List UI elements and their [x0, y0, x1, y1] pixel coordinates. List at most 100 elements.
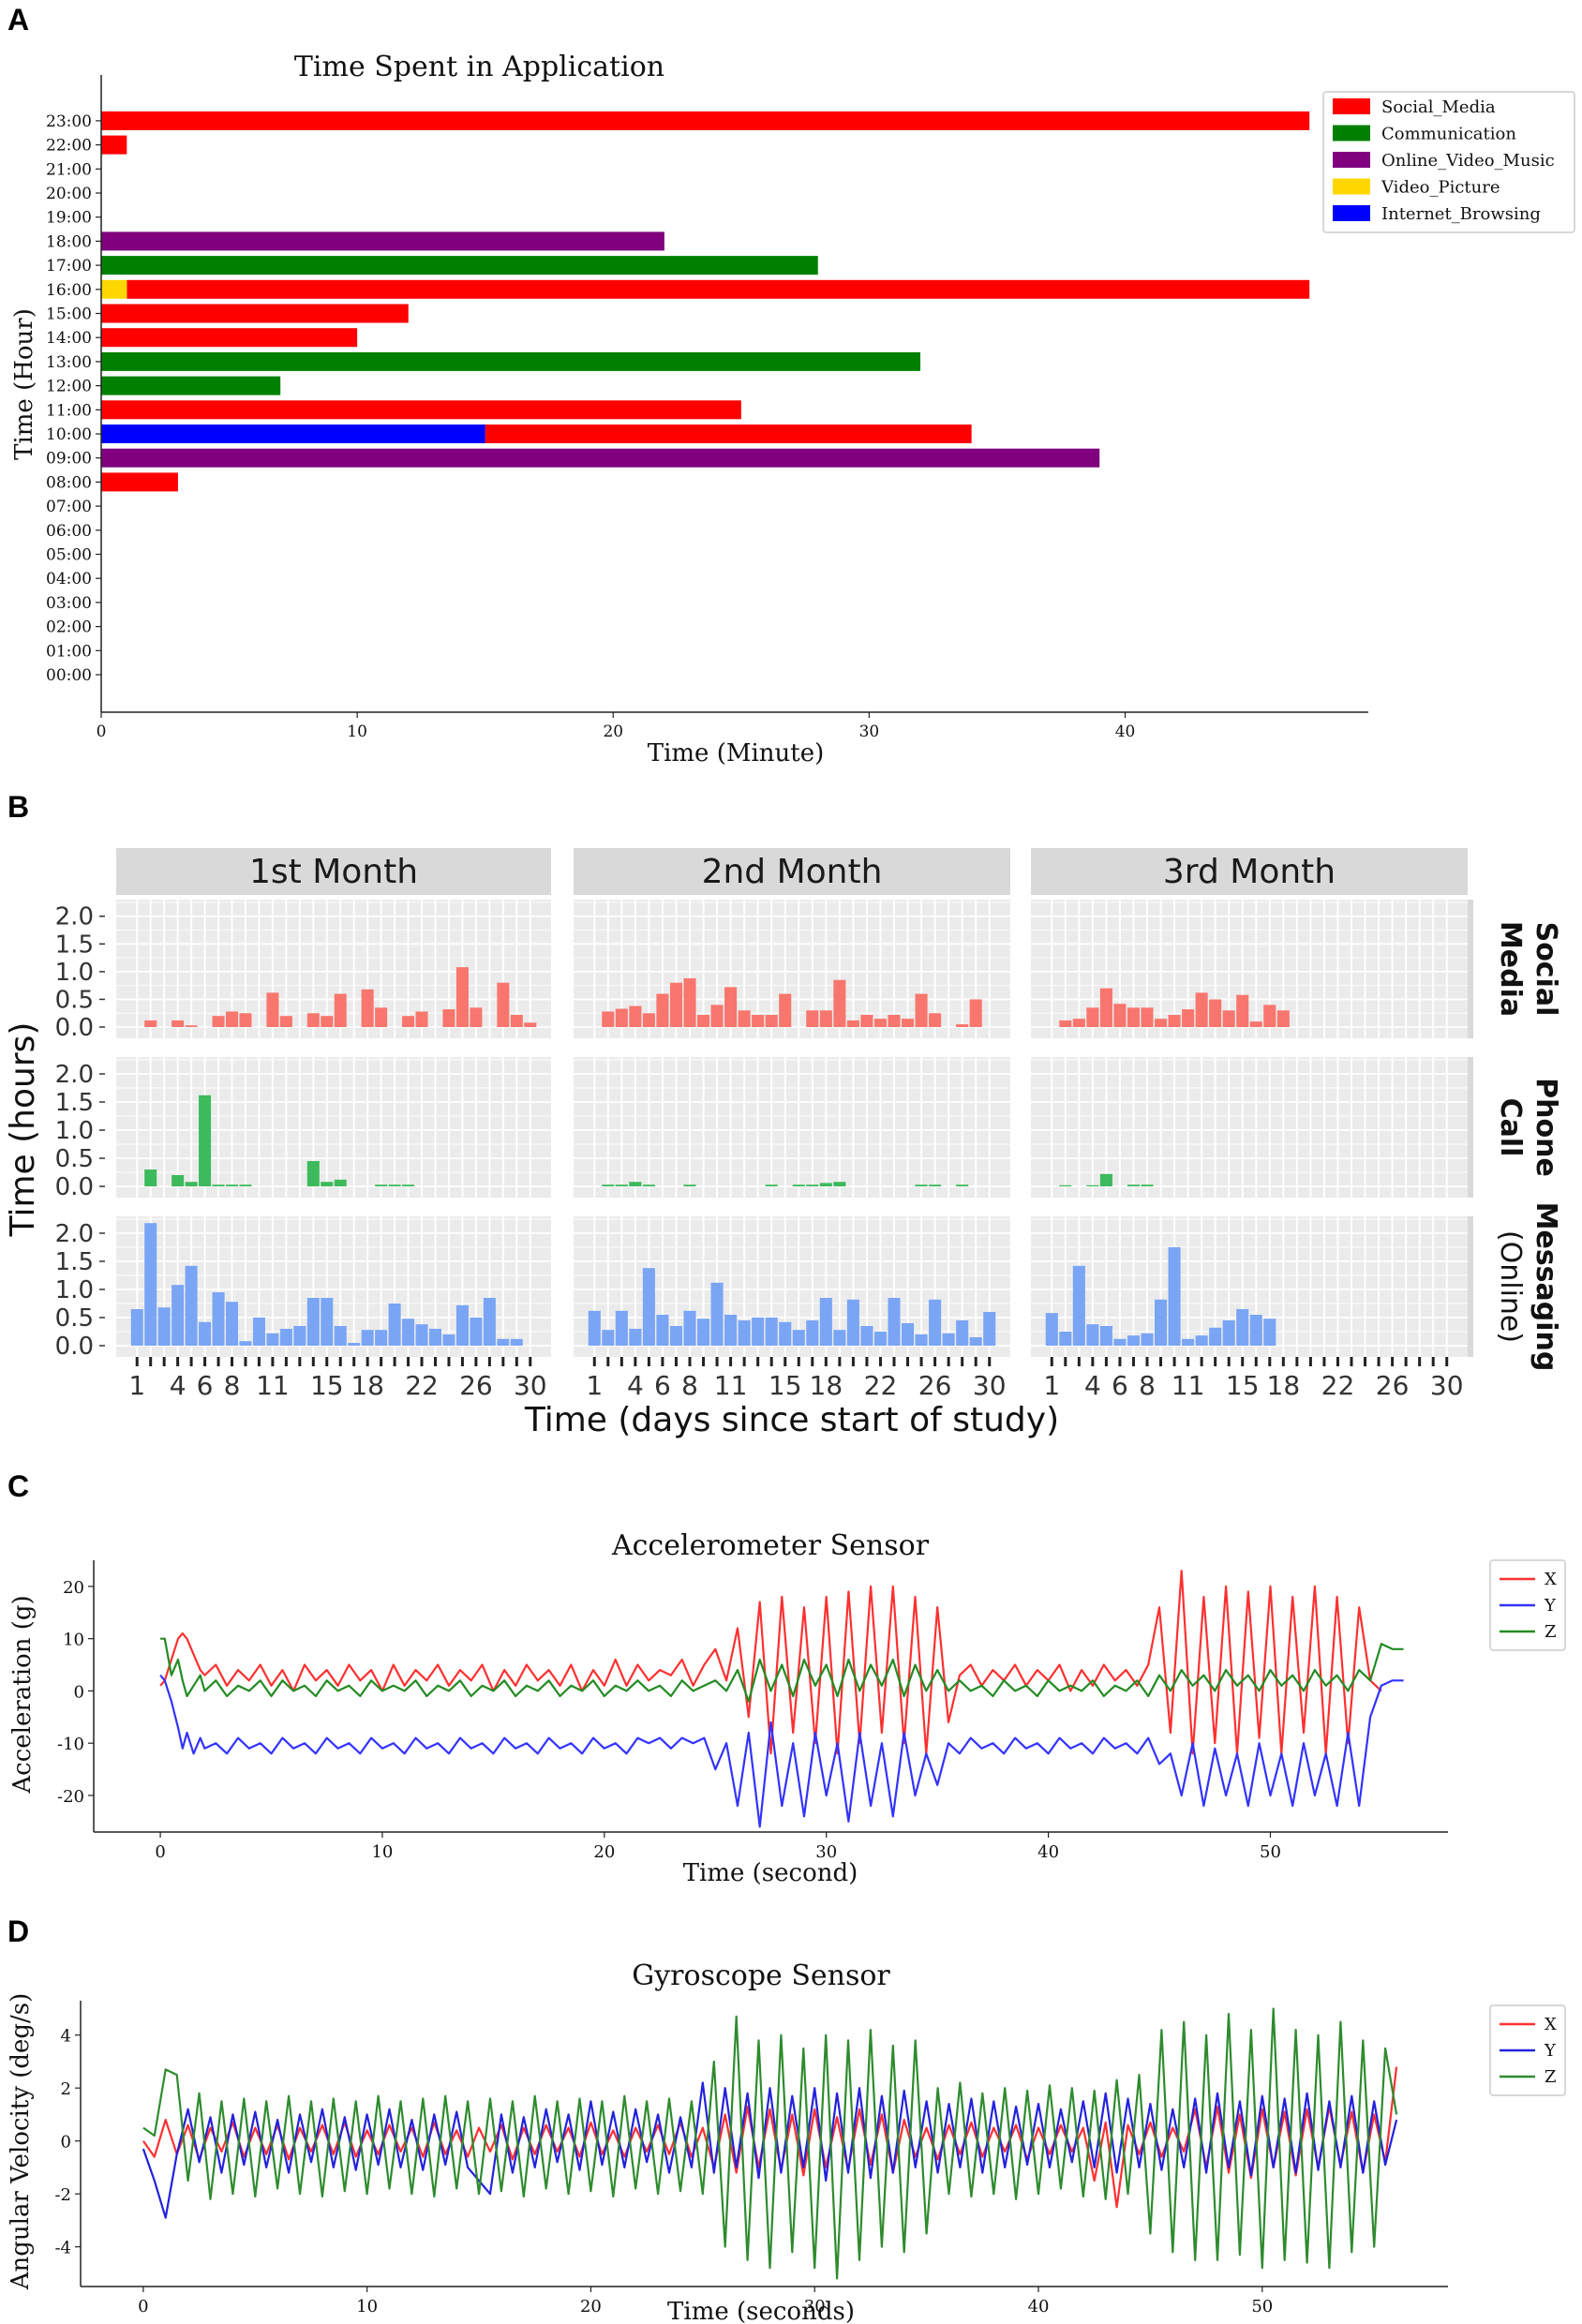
legend-label-y: Y	[1544, 2041, 1557, 2061]
xtick-label: 30	[1430, 1370, 1464, 1401]
bar-day-20	[846, 1020, 859, 1027]
bar-day-24	[442, 1009, 455, 1027]
bar-day-18	[819, 1010, 832, 1027]
bar-day-6	[199, 1095, 212, 1186]
xtick-label: 6	[1112, 1370, 1128, 1401]
bar-video-picture-1600	[101, 279, 127, 299]
legend-label-social-media: Social_Media	[1381, 97, 1496, 117]
legend-swatch-video-picture	[1333, 178, 1370, 195]
bar-day-13	[1209, 1327, 1222, 1346]
bar-day-4	[172, 1020, 185, 1027]
bar-day-14	[765, 1014, 778, 1027]
bar-day-11	[1182, 1009, 1195, 1027]
legend-frame	[1322, 91, 1575, 233]
bar-day-3	[615, 1008, 628, 1027]
bar-day-15	[321, 1182, 334, 1186]
bar-day-26	[929, 1299, 942, 1346]
bar-day-23	[888, 1298, 901, 1346]
legend-label-video-picture: Video_Picture	[1381, 178, 1500, 198]
facet-ytick-label: 1.0	[55, 959, 94, 987]
panel-b-letter: B	[7, 790, 29, 824]
bar-day-26	[929, 1013, 942, 1027]
xtick-label: 4	[1084, 1370, 1101, 1401]
chart-c-series-x	[159, 1570, 1382, 1755]
bar-day-21	[402, 1318, 415, 1346]
facet-ytick-label: 0.0	[55, 1173, 94, 1201]
chart-a-ytick-label: 09:00	[46, 450, 92, 469]
bar-communication-1200	[101, 376, 281, 395]
facet-ytick-label: 1.0	[55, 1276, 94, 1304]
bar-day-10	[252, 1318, 265, 1346]
bar-day-7	[212, 1016, 225, 1027]
xtick-label: 4	[627, 1370, 644, 1401]
facet-background	[116, 900, 551, 1038]
legend-swatch-social-media	[1333, 98, 1370, 114]
bar-day-13	[752, 1318, 765, 1346]
chart-c-legend: XYZ	[1489, 1559, 1566, 1651]
chart-a-ytick-label: 17:00	[46, 257, 92, 276]
bar-day-6	[656, 1315, 669, 1346]
bar-day-3	[615, 1184, 628, 1186]
xtick-label: 30	[514, 1370, 547, 1401]
panel-d: D Gyroscope Sensor 0 10 20 30 40 50 -4 -2 0 2 4 Time…	[7, 1914, 1566, 2324]
xtick-label: 18	[810, 1370, 843, 1401]
chart-c-ytick-label: 0	[74, 1682, 84, 1702]
bar-day-3	[1072, 1019, 1085, 1027]
facet-background	[1031, 1057, 1468, 1198]
chart-c-xtick-label: 30	[815, 1842, 837, 1862]
bar-day-10	[1168, 1014, 1181, 1027]
panel-a-letter: A	[7, 3, 29, 37]
bar-day-26	[929, 1184, 942, 1186]
row-strip-label-line: Media	[1494, 921, 1527, 1017]
xtick-label: 18	[1267, 1370, 1301, 1401]
bar-day-8	[225, 1184, 239, 1186]
bar-communication-1300	[101, 351, 921, 371]
bar-day-2	[144, 1223, 157, 1346]
row-strip-label-line: Call	[1494, 1098, 1527, 1157]
bar-day-17	[1263, 1318, 1276, 1346]
facet-ytick-label: 0.5	[55, 986, 94, 1014]
chart-d-xlabel: Time (seconds)	[667, 2298, 855, 2324]
xtick-label: 22	[864, 1370, 898, 1401]
bar-day-26	[470, 1007, 483, 1027]
bar-day-29	[969, 999, 982, 1027]
chart-a-ytick-label: 02:00	[46, 618, 92, 637]
bar-day-5	[642, 1268, 655, 1346]
bar-day-7	[669, 1326, 683, 1346]
bar-day-11	[724, 1315, 738, 1346]
chart-d-ytick-label: 2	[61, 2079, 71, 2099]
bar-day-19	[833, 1330, 846, 1346]
legend-label-z: Z	[1545, 1622, 1557, 1642]
bar-day-14	[306, 1161, 320, 1186]
chart-c-xtick-label: 40	[1037, 1842, 1059, 1862]
chart-a-ytick-label: 15:00	[46, 305, 92, 324]
xtick-label: 11	[714, 1370, 748, 1401]
chart-b-ylabel: Time (hours)	[4, 1022, 42, 1238]
chart-d-legend: XYZ	[1489, 2004, 1566, 2096]
facet-strip-label: 3rd Month	[1163, 853, 1336, 891]
chart-b-xlabel: Time (days since start of study)	[524, 1401, 1059, 1439]
bar-day-5	[1099, 988, 1112, 1027]
chart-a-ytick-label: 12:00	[46, 378, 92, 396]
bar-day-15	[321, 1016, 334, 1027]
chart-a-ytick-label: 06:00	[46, 522, 92, 541]
bar-day-16	[792, 1330, 805, 1346]
xtick-label: 8	[224, 1370, 241, 1401]
bar-day-25	[915, 993, 928, 1027]
bar-day-6	[1113, 1004, 1127, 1027]
chart-c-series-y	[159, 1674, 1404, 1828]
bar-day-22	[873, 1332, 888, 1346]
bar-day-23	[888, 1014, 901, 1027]
bar-day-24	[442, 1334, 455, 1346]
xtick-label: 26	[918, 1370, 952, 1401]
bar-day-14	[765, 1184, 778, 1186]
chart-d-xtick-label: 10	[356, 2297, 378, 2317]
chart-d-xtick-label: 30	[804, 2297, 826, 2317]
bar-day-20	[388, 1184, 401, 1186]
bar-day-6	[656, 993, 669, 1027]
bar-day-2	[1059, 1020, 1072, 1027]
bar-day-13	[1209, 999, 1222, 1027]
facet-ytick-label: 2.0	[55, 1061, 94, 1089]
facet-ytick-label: 0.0	[55, 1014, 94, 1042]
chart-a-ytick-label: 23:00	[46, 112, 92, 131]
